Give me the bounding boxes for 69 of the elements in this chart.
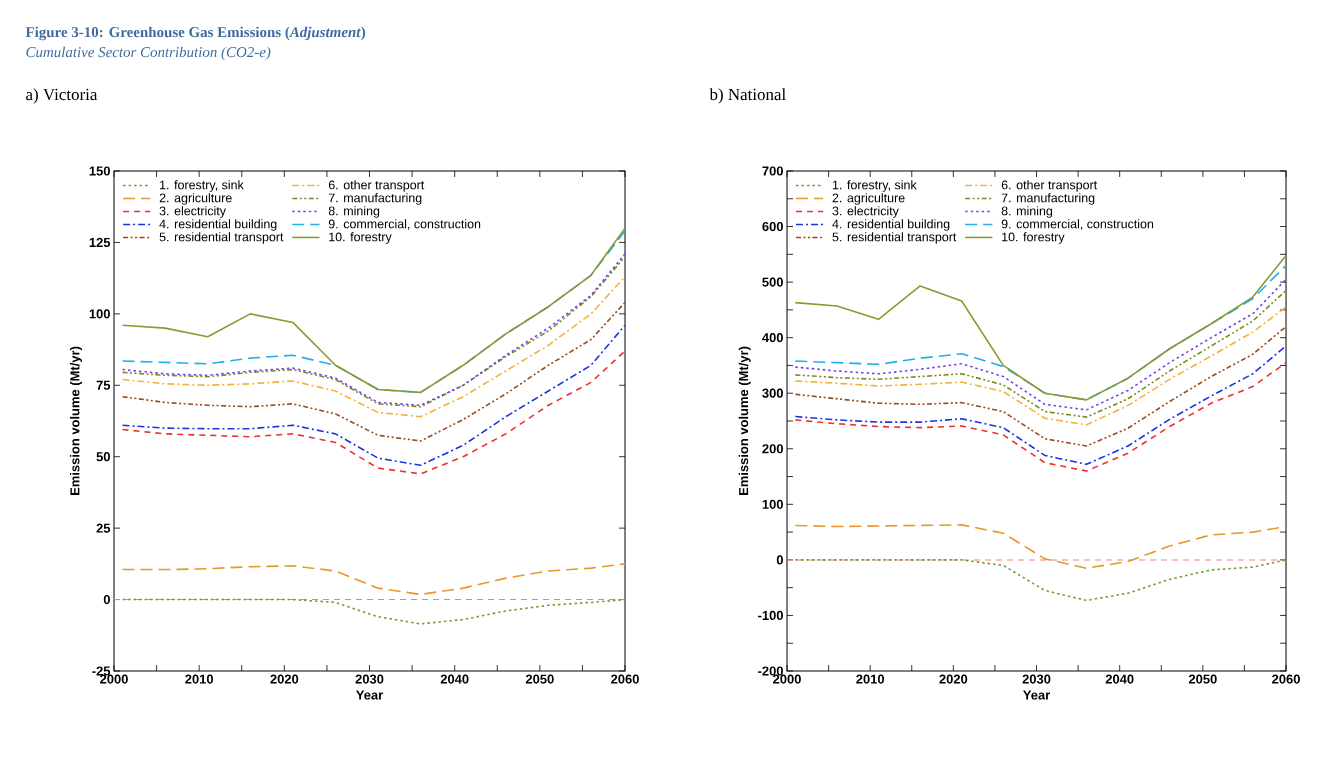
x-tick-label: 2030 xyxy=(355,674,384,684)
caption: Figure 3-10: Greenhouse Gas Emissions (Adjustment) xyxy=(25,26,366,41)
legend-label: 2. agriculture xyxy=(159,193,232,205)
x-axis-title: Year xyxy=(1023,690,1051,700)
legend-label: 8. mining xyxy=(1001,206,1053,218)
legend-label: 4. residential building xyxy=(159,219,277,231)
y-tick-label: 125 xyxy=(89,237,111,247)
x-tick-label: 2010 xyxy=(856,674,885,684)
y-tick-label: 100 xyxy=(89,309,110,319)
x-tick-label: 2020 xyxy=(939,674,968,684)
legend-label: 3. electricity xyxy=(159,206,226,218)
legend-label: 10. forestry xyxy=(329,232,392,244)
legend-label: 7. manufacturing xyxy=(1001,193,1095,205)
x-axis-title: Year xyxy=(356,690,383,700)
legend-label: 8. mining xyxy=(328,206,380,218)
y-tick-label: 300 xyxy=(762,388,783,398)
y-tick-label: -200 xyxy=(758,666,783,676)
y-tick-label: -100 xyxy=(758,610,783,621)
x-tick-label: 2010 xyxy=(185,674,214,684)
legend-label: 6. other transport xyxy=(328,180,425,192)
y-tick-label: -25 xyxy=(92,666,111,676)
line-series xyxy=(794,345,1287,466)
legend-label: 7. manufacturing xyxy=(328,193,422,205)
y-tick-label: 0 xyxy=(103,594,110,605)
legend-label: 1. forestry, sink xyxy=(160,180,244,192)
x-tick-label: 2060 xyxy=(611,674,639,684)
chart-title: a) Victoria xyxy=(26,88,98,104)
x-tick-label: 2060 xyxy=(1272,674,1300,684)
y-tick-label: 200 xyxy=(762,444,783,454)
legend-label: 3. electricity xyxy=(832,206,899,218)
x-tick-label: 2030 xyxy=(1022,674,1051,684)
y-axis-title: Emission volume (Mt/yr) xyxy=(738,346,751,495)
line-series xyxy=(121,350,626,475)
x-tick-label: 2040 xyxy=(440,674,469,684)
y-tick-label: 600 xyxy=(762,221,783,232)
x-tick-label: 2050 xyxy=(525,674,554,684)
legend-label: 9. commercial, construction xyxy=(1001,219,1154,230)
line-series xyxy=(121,301,626,442)
line-series xyxy=(121,563,626,596)
legend-label: 5. residential transport xyxy=(832,232,957,244)
legend-label: 9. commercial, construction xyxy=(328,219,481,230)
line-series xyxy=(794,524,1287,570)
y-tick-label: 400 xyxy=(762,333,783,343)
x-tick-label: 2020 xyxy=(270,674,299,684)
y-tick-label: 150 xyxy=(89,166,110,176)
y-tick-label: 0 xyxy=(776,555,783,565)
legend-label: 2. agriculture xyxy=(832,193,905,205)
text: Cumulative Sector Contribution (CO2-e) xyxy=(26,46,271,61)
legend-label: 1. forestry, sink xyxy=(832,180,917,192)
legend-label: 5. residential transport xyxy=(159,232,284,244)
y-tick-label: 25 xyxy=(96,523,111,533)
y-tick-label: 700 xyxy=(762,166,783,176)
legend-label: 4. residential building xyxy=(832,219,950,231)
y-tick-label: 50 xyxy=(96,452,110,462)
x-tick-label: 2000 xyxy=(773,674,801,684)
line-series xyxy=(121,275,626,418)
chart-title: b) National xyxy=(709,88,786,104)
x-tick-label: 2040 xyxy=(1105,674,1134,684)
y-tick-label: 500 xyxy=(762,277,783,287)
legend-label: 10. forestry xyxy=(1002,232,1065,244)
x-tick-label: 2000 xyxy=(100,674,128,684)
line-series xyxy=(794,361,1287,472)
line-series xyxy=(121,324,626,467)
legend-label: 6. other transport xyxy=(1001,180,1098,192)
y-tick-label: 75 xyxy=(96,380,111,390)
y-tick-label: 100 xyxy=(762,499,783,509)
x-tick-label: 2050 xyxy=(1188,674,1217,684)
y-axis-title: Emission volume (Mt/yr) xyxy=(69,346,83,495)
line-series xyxy=(794,306,1287,426)
